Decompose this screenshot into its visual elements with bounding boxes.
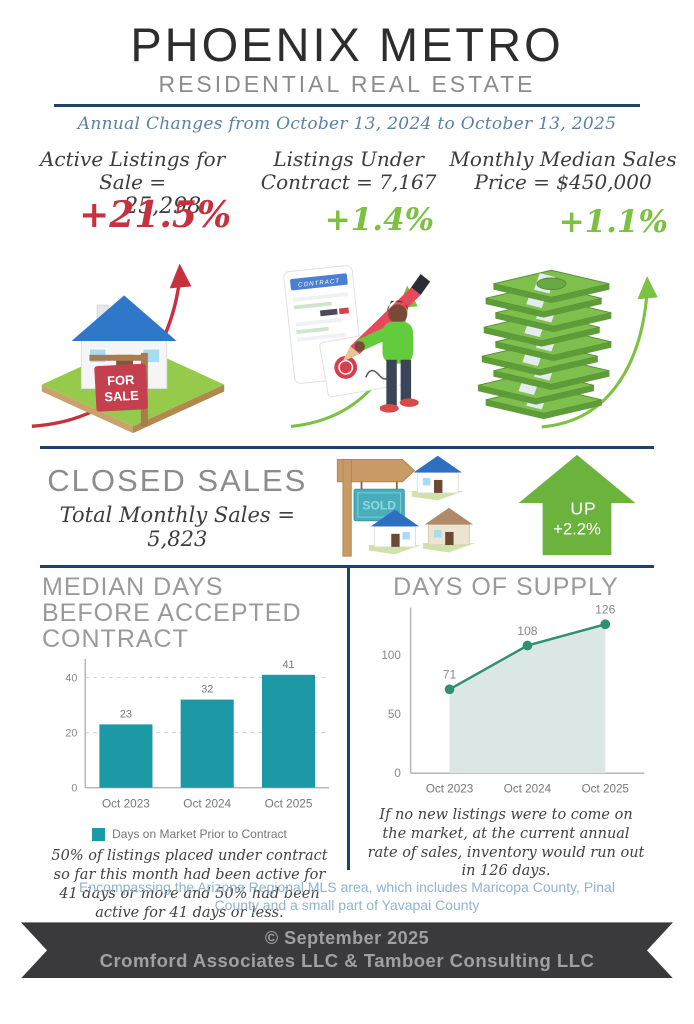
contract-signing-icon: CONTRACT	[283, 265, 431, 429]
copyright-text: © September 2025	[264, 928, 430, 949]
stat-value: $450,000	[556, 170, 652, 195]
stat-art: CONTRACT	[253, 235, 444, 440]
stats-row: Active Listings for Sale = 25,298 +21.5%	[0, 134, 694, 440]
house-for-sale-icon: FOR SALE	[31, 263, 224, 434]
closed-sales-art: SOLD	[311, 452, 505, 563]
for-sale-sign-line2: SALE	[104, 388, 139, 405]
sold-houses-icon: SOLD	[336, 455, 475, 557]
bar-chart-legend: Days on Market Prior to Contract	[42, 827, 337, 841]
svg-text:0: 0	[71, 783, 77, 795]
stat-active-listings: Active Listings for Sale = 25,298 +21.5%	[12, 148, 253, 440]
closed-sales-value: 5,823	[147, 527, 208, 552]
bar-chart-box: 0 20 40 23 Oct 2023 32 Oct 2024 41 Oct 2025	[42, 652, 337, 825]
area-chart: 0 50 100 71 Oct 2023 108 Oct 2024 126 Oct 2025	[381, 603, 645, 796]
stat-label: Listings Under Contract = 7,167	[257, 148, 440, 194]
stat-label: Monthly Median Sales Price = $450,000	[448, 148, 678, 194]
svg-text:Oct 2025: Oct 2025	[265, 798, 313, 811]
money-stack-icon	[477, 270, 658, 429]
closed-sales-section: CLOSED SALES Total Monthly Sales = 5,823…	[40, 446, 654, 569]
legend-swatch-icon	[92, 827, 106, 841]
growth-arrow-green-icon	[541, 291, 649, 429]
bar-chart: 0 20 40 23 Oct 2023 32 Oct 2024 41 Oct 2025	[65, 659, 330, 811]
svg-text:32: 32	[201, 684, 213, 696]
stat-value: 25,298	[124, 194, 202, 220]
stat-change-percent: +1.1%	[558, 204, 668, 241]
footer-ribbon: © September 2025 Cromford Associates LLC…	[21, 922, 673, 978]
period-text: Annual Changes from October 13, 2024 to …	[77, 114, 617, 135]
closed-sales-text: CLOSED SALES Total Monthly Sales = 5,823	[44, 463, 311, 551]
page-title: PHOENIX METRO	[130, 18, 564, 71]
svg-text:40: 40	[65, 673, 77, 685]
header-divider	[54, 104, 640, 108]
stat-label-text: Listings Under Contract =	[260, 147, 424, 195]
closed-sales-title: CLOSED SALES	[47, 463, 308, 499]
for-sale-sign-line1: FOR	[106, 372, 135, 388]
svg-text:0: 0	[394, 767, 401, 780]
sold-sign-text: SOLD	[362, 498, 396, 512]
coverage-text: Encompassing the Arizona Regional MLS ar…	[79, 879, 615, 913]
svg-text:41: 41	[282, 659, 294, 671]
header: PHOENIX METRO RESIDENTIAL REAL ESTATE An…	[0, 0, 694, 134]
up-arrow-icon: UP +2.2%	[518, 454, 636, 555]
badge-direction-text: UP	[571, 498, 597, 518]
badge-change-text: +2.2%	[553, 520, 601, 539]
svg-text:126: 126	[595, 603, 616, 617]
median-days-note: 50% of listings placed under contract so…	[51, 848, 328, 921]
page-subtitle: RESIDENTIAL REAL ESTATE	[158, 71, 536, 98]
days-of-supply-note: If no new listings were to come on the m…	[367, 806, 645, 880]
stat-label-text: Monthly Median Sales Price =	[449, 147, 677, 195]
area-chart-title: DAYS OF SUPPLY	[393, 573, 619, 602]
area-chart-box: 0 50 100 71 Oct 2023 108 Oct 2024 126 Oct 2025	[360, 600, 652, 800]
company-text: Cromford Associates LLC & Tamboer Consul…	[99, 950, 595, 972]
stat-art	[444, 237, 682, 440]
stat-value: 7,167	[379, 170, 437, 195]
svg-text:Oct 2023: Oct 2023	[102, 798, 150, 811]
bill-stack	[477, 270, 612, 420]
svg-text:Oct 2024: Oct 2024	[183, 798, 231, 811]
stat-change-percent: +21.5%	[79, 194, 232, 237]
svg-text:50: 50	[388, 708, 401, 721]
svg-text:Oct 2025: Oct 2025	[582, 783, 629, 796]
stat-art: FOR SALE	[12, 235, 253, 440]
stat-label: Active Listings for Sale = 25,298	[16, 147, 249, 220]
svg-text:100: 100	[381, 649, 401, 662]
svg-text:23: 23	[120, 709, 132, 721]
svg-text:71: 71	[443, 668, 457, 682]
svg-text:20: 20	[65, 728, 77, 740]
bar-chart-title: MEDIAN DAYS BEFORE ACCEPTED CONTRACT	[42, 573, 302, 654]
stat-median-price: Monthly Median Sales Price = $450,000 +1…	[444, 148, 682, 440]
closed-sales-badge: UP +2.2%	[505, 453, 650, 562]
svg-text:Oct 2024: Oct 2024	[504, 783, 552, 796]
stat-label-text: Active Listings for Sale =	[39, 147, 226, 195]
contract-title-text: CONTRACT	[298, 278, 341, 289]
median-days-chart-panel: MEDIAN DAYS BEFORE ACCEPTED CONTRACT 0 20…	[40, 568, 347, 921]
closed-sales-label: Total Monthly Sales =	[59, 503, 295, 528]
svg-text:108: 108	[517, 624, 538, 638]
stat-change-percent: +1.4%	[324, 202, 435, 239]
charts-section: MEDIAN DAYS BEFORE ACCEPTED CONTRACT 0 20…	[40, 568, 654, 921]
stat-under-contract: Listings Under Contract = 7,167 +1.4% CO…	[253, 148, 444, 440]
svg-text:Oct 2023: Oct 2023	[426, 783, 473, 796]
days-of-supply-chart-panel: DAYS OF SUPPLY 0 50 100 71 Oct 2023 108 Oct 20…	[347, 568, 654, 879]
closed-sales-subtitle: Total Monthly Sales = 5,823	[44, 503, 311, 551]
legend-label: Days on Market Prior to Contract	[112, 827, 287, 842]
